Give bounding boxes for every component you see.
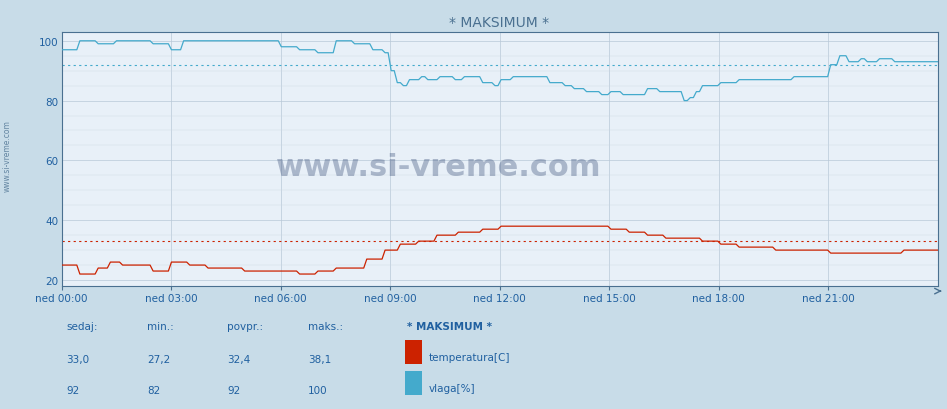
Text: 32,4: 32,4 — [227, 354, 251, 364]
Text: vlaga[%]: vlaga[%] — [429, 383, 475, 393]
Text: 38,1: 38,1 — [308, 354, 331, 364]
Text: 92: 92 — [227, 384, 241, 395]
Text: 100: 100 — [308, 384, 328, 395]
Text: temperatura[C]: temperatura[C] — [429, 352, 510, 362]
Text: maks.:: maks.: — [308, 321, 343, 331]
Text: www.si-vreme.com: www.si-vreme.com — [276, 153, 601, 182]
Text: sedaj:: sedaj: — [66, 321, 98, 331]
Text: 27,2: 27,2 — [147, 354, 170, 364]
Text: min.:: min.: — [147, 321, 173, 331]
Text: 33,0: 33,0 — [66, 354, 89, 364]
Text: * MAKSIMUM *: * MAKSIMUM * — [407, 321, 492, 331]
Text: 82: 82 — [147, 384, 160, 395]
Title: * MAKSIMUM *: * MAKSIMUM * — [450, 16, 549, 30]
Text: povpr.:: povpr.: — [227, 321, 263, 331]
Text: www.si-vreme.com: www.si-vreme.com — [3, 119, 12, 191]
Text: 92: 92 — [66, 384, 80, 395]
